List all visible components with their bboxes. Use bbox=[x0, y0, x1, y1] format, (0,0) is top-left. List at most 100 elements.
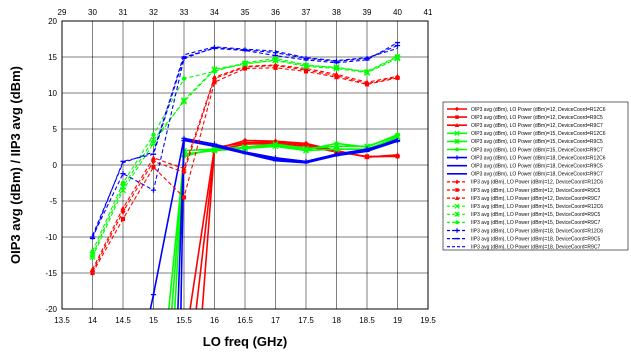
data-point-marker bbox=[394, 42, 401, 49]
top-x-tick-label: 36 bbox=[271, 8, 280, 17]
y-tick-label: 20 bbox=[48, 17, 57, 26]
data-point-marker bbox=[364, 69, 370, 74]
legend-item: OIP3 avg (dBm), LO Power (dBm)=15, Devic… bbox=[447, 130, 606, 137]
data-point-marker bbox=[120, 205, 126, 211]
top-x-tick-label: 41 bbox=[424, 8, 433, 17]
data-point-marker bbox=[454, 195, 460, 200]
data-point-marker bbox=[455, 115, 459, 119]
legend-label: OIP3 avg (dBm), LO Power (dBm)=18, Devic… bbox=[471, 172, 603, 178]
legend-item: OIP3 avg (dBm), LO Power (dBm)=18, Devic… bbox=[447, 155, 606, 161]
data-point-marker bbox=[333, 71, 340, 77]
data-point-marker bbox=[181, 76, 187, 81]
data-point-marker bbox=[150, 187, 157, 193]
x-tick-label: 14 bbox=[88, 316, 97, 325]
x-tick-label: 18.5 bbox=[359, 316, 375, 325]
x-tick-labels: 13.5 14 14.5 15 15.5 16 16.5 17 17.5 18 18.5 19 19.5 bbox=[54, 316, 436, 325]
legend-label: OIP3 avg (dBm), LO Power (dBm)=12, Devic… bbox=[471, 123, 603, 129]
data-point-marker bbox=[242, 145, 248, 150]
legend-item: IIP3 avg (dBm), LO Power (dBm)=12, Devic… bbox=[447, 179, 603, 186]
legend-label: OIP3 avg (dBm), LO Power (dBm)=12, Devic… bbox=[471, 115, 603, 121]
legend-label: IIP3 avg (dBm), LO Power (dBm)=12, Devic… bbox=[471, 188, 600, 194]
series-iip3-16 bbox=[89, 41, 401, 240]
x-tick-label: 16 bbox=[210, 316, 219, 325]
data-point-marker bbox=[454, 106, 460, 112]
legend-item: IIP3 avg (dBm), LO Power (dBm)=12, Devic… bbox=[447, 195, 600, 202]
data-point-marker bbox=[120, 216, 126, 222]
data-point-marker bbox=[303, 147, 309, 153]
data-point-marker bbox=[455, 188, 459, 192]
series-iip3-14 bbox=[90, 54, 400, 254]
data-point-marker bbox=[181, 195, 187, 200]
data-point-marker bbox=[151, 132, 156, 137]
y-tick-label: -15 bbox=[45, 269, 57, 278]
data-point-marker bbox=[455, 220, 459, 225]
x-tick-label: 19.5 bbox=[420, 316, 436, 325]
top-x-tick-label: 33 bbox=[180, 8, 189, 17]
top-x-tick-label: 34 bbox=[210, 8, 219, 17]
data-point-marker bbox=[242, 66, 248, 71]
x-tick-label: 17.5 bbox=[298, 316, 314, 325]
top-x-tick-labels: 29 30 31 32 33 34 35 36 37 38 39 40 41 bbox=[58, 8, 433, 17]
legend-item: IIP3 avg (dBm), LO Power (dBm)=18, Devic… bbox=[447, 236, 600, 242]
y-tick-label: 10 bbox=[48, 89, 57, 98]
legend-label: IIP3 avg (dBm), LO Power (dBm)=15, Devic… bbox=[471, 212, 600, 218]
legend-item: OIP3 avg (dBm), LO Power (dBm)=12, Devic… bbox=[447, 123, 603, 129]
top-x-tick-label: 37 bbox=[302, 8, 311, 17]
legend-label: IIP3 avg (dBm), LO Power (dBm)=18, Devic… bbox=[471, 236, 600, 242]
x-tick-label: 17 bbox=[271, 316, 280, 325]
legend-label: OIP3 avg (dBm), LO Power (dBm)=18, Devic… bbox=[471, 155, 606, 161]
legend-label: OIP3 avg (dBm), LO Power (dBm)=15, Devic… bbox=[471, 147, 603, 153]
data-point-marker bbox=[334, 141, 339, 146]
data-point-marker bbox=[394, 152, 401, 157]
top-x-tick-label: 38 bbox=[332, 8, 341, 17]
data-point-marker bbox=[454, 130, 460, 136]
data-point-marker bbox=[181, 169, 187, 175]
x-tick-label: 14.5 bbox=[115, 316, 131, 325]
data-point-marker bbox=[120, 209, 126, 215]
legend-item: OIP3 avg (dBm), LO Power (dBm)=12, Devic… bbox=[447, 115, 603, 121]
legend-label: OIP3 avg (dBm), LO Power (dBm)=15, Devic… bbox=[471, 139, 603, 145]
data-point-marker bbox=[454, 228, 460, 233]
data-point-marker bbox=[242, 60, 248, 65]
data-point-marker bbox=[119, 187, 127, 194]
x-tick-label: 15 bbox=[149, 316, 158, 325]
data-point-marker bbox=[364, 154, 370, 160]
data-point-marker bbox=[180, 97, 188, 104]
data-point-marker bbox=[89, 266, 96, 272]
data-point-marker bbox=[181, 166, 187, 171]
x-tick-label: 19 bbox=[393, 316, 402, 325]
series-line bbox=[92, 44, 398, 238]
legend-label: OIP3 avg (dBm), LO Power (dBm)=15, Devic… bbox=[471, 131, 606, 137]
data-point-marker bbox=[120, 180, 126, 186]
legend-item: OIP3 avg (dBm), LO Power (dBm)=15, Devic… bbox=[447, 147, 603, 153]
y-tick-label: 15 bbox=[48, 53, 57, 62]
legend-item: OIP3 avg (dBm), LO Power (dBm)=15, Devic… bbox=[447, 138, 603, 145]
x-tick-label: 15.5 bbox=[176, 316, 192, 325]
y-tick-label: 5 bbox=[53, 125, 58, 134]
data-point-marker bbox=[454, 179, 460, 185]
x-tick-label: 16.5 bbox=[237, 316, 253, 325]
data-point-marker bbox=[273, 65, 278, 70]
data-point-marker bbox=[395, 54, 400, 59]
legend-item: IIP3 avg (dBm), LO Power (dBm)=18, Devic… bbox=[447, 228, 603, 234]
y-tick-label: 0 bbox=[53, 161, 58, 170]
top-x-tick-label: 40 bbox=[393, 8, 402, 17]
legend-box bbox=[442, 101, 629, 251]
legend-label: IIP3 avg (dBm), LO Power (dBm)=12, Devic… bbox=[471, 196, 600, 202]
top-x-tick-label: 35 bbox=[241, 8, 250, 17]
series-oip3-5 bbox=[168, 132, 400, 310]
data-point-marker bbox=[333, 146, 340, 153]
top-x-tick-label: 30 bbox=[88, 8, 97, 17]
x-tick-label: 13.5 bbox=[54, 316, 70, 325]
series-line bbox=[91, 46, 398, 236]
legend-item: IIP3 avg (dBm), LO Power (dBm)=18, Devic… bbox=[447, 245, 600, 251]
data-point-marker bbox=[150, 292, 157, 298]
data-point-marker bbox=[334, 75, 339, 80]
data-point-marker bbox=[303, 142, 309, 147]
data-point-marker bbox=[120, 171, 126, 177]
data-point-marker bbox=[454, 138, 460, 145]
data-point-marker bbox=[454, 123, 460, 127]
data-point-marker bbox=[212, 69, 217, 74]
series-layer bbox=[89, 41, 401, 310]
legend-item: IIP3 avg (dBm), LO Power (dBm)=15, Devic… bbox=[447, 203, 603, 210]
